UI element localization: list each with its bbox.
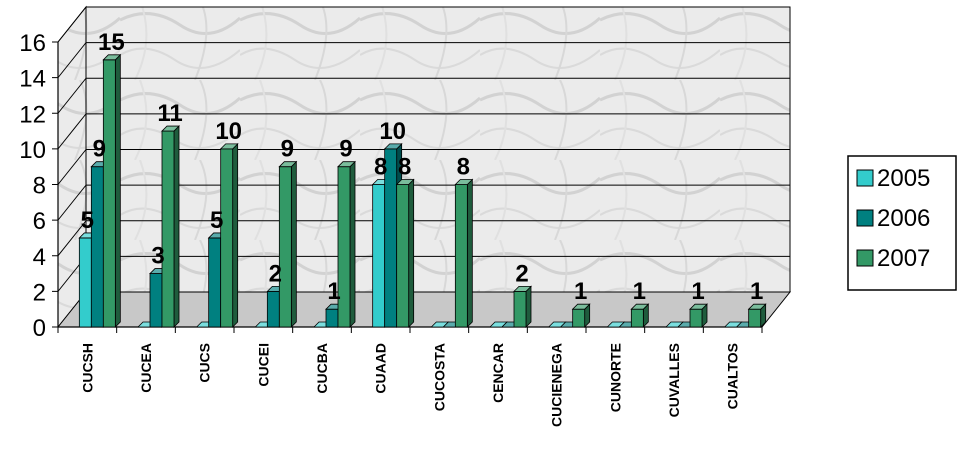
bar-2007-cuaad (395, 178, 415, 328)
data-label: 9 (339, 136, 352, 163)
data-label: 2 (269, 260, 282, 287)
bar-2007-cucei (278, 160, 298, 328)
y-tick-labels: 0 2 4 6 8 10 12 14 16 (19, 30, 46, 342)
bar-2007-cucea (161, 125, 180, 328)
data-label: 1 (633, 278, 646, 305)
x-tick-label: CUNORTE (607, 343, 623, 412)
y-tick-label: 8 (33, 173, 46, 200)
x-tick-label: CUCIENEGA (549, 343, 565, 427)
data-label: 3 (151, 243, 164, 270)
legend: 2005 2006 2007 (847, 155, 957, 291)
legend-swatch (856, 169, 874, 187)
legend-swatch (856, 249, 874, 267)
data-label: 8 (398, 154, 411, 181)
x-tick-label: CUALTOS (725, 343, 741, 409)
data-label: 11 (157, 100, 182, 127)
x-tick-label: CUVALLES (666, 343, 682, 417)
data-label: 9 (93, 136, 106, 163)
data-label: 5 (81, 207, 94, 234)
bars (78, 53, 767, 328)
x-tick-label: CUCEI (255, 343, 271, 387)
y-tick-label: 12 (19, 101, 46, 128)
bar-2007-cucba (337, 160, 356, 328)
y-tick-label: 2 (33, 279, 46, 306)
x-tick-label: CUAAD (373, 343, 389, 394)
y-tick-label: 16 (19, 30, 46, 57)
x-tick-label: CUCS (197, 343, 213, 383)
bar-2007-cencar (513, 285, 532, 328)
data-label: 8 (374, 154, 387, 181)
data-label: 5 (210, 207, 223, 234)
data-label: 15 (98, 29, 125, 56)
legend-label: 2005 (877, 165, 930, 192)
legend-label: 2006 (877, 205, 930, 232)
bar-2007-cualtos (747, 303, 767, 328)
data-label: 1 (691, 278, 704, 305)
bar-2007-cucsh (102, 53, 122, 328)
data-label: 10 (215, 118, 242, 145)
y-tick-label: 10 (19, 137, 46, 164)
data-label: 1 (327, 278, 340, 305)
data-label: 10 (379, 118, 406, 145)
y-tick-label: 14 (19, 66, 46, 93)
y-tick-label: 6 (33, 208, 46, 235)
x-tick-labels: CUCSH CUCEA CUCS CUCEI CUCBA CUAAD CUCOSTA CENC… (79, 343, 740, 427)
bar-2007-cucosta (454, 178, 474, 328)
bar-2007-cucienega (571, 303, 591, 328)
x-tick-label: CENCAR (490, 343, 506, 403)
gridlines (57, 6, 790, 292)
y-tick-label: 0 (33, 315, 46, 342)
bar-2007-cunorte (630, 303, 650, 328)
data-label: 2 (515, 260, 528, 287)
x-tick-label: CUCOSTA (431, 343, 447, 411)
data-label: 1 (750, 278, 763, 305)
x-tick-label: CUCBA (314, 343, 330, 394)
data-label: 8 (457, 154, 470, 181)
data-label: 9 (281, 136, 294, 163)
bar-2007-cuvalles (689, 303, 708, 328)
y-tick-label: 4 (33, 244, 46, 271)
legend-swatch (856, 209, 874, 227)
x-tick-label: CUCSH (79, 343, 95, 393)
legend-label: 2007 (877, 245, 930, 272)
data-label: 1 (574, 278, 587, 305)
axes (52, 41, 763, 333)
bar-2007-cucs (219, 142, 239, 328)
x-tick-label: CUCEA (138, 343, 154, 393)
